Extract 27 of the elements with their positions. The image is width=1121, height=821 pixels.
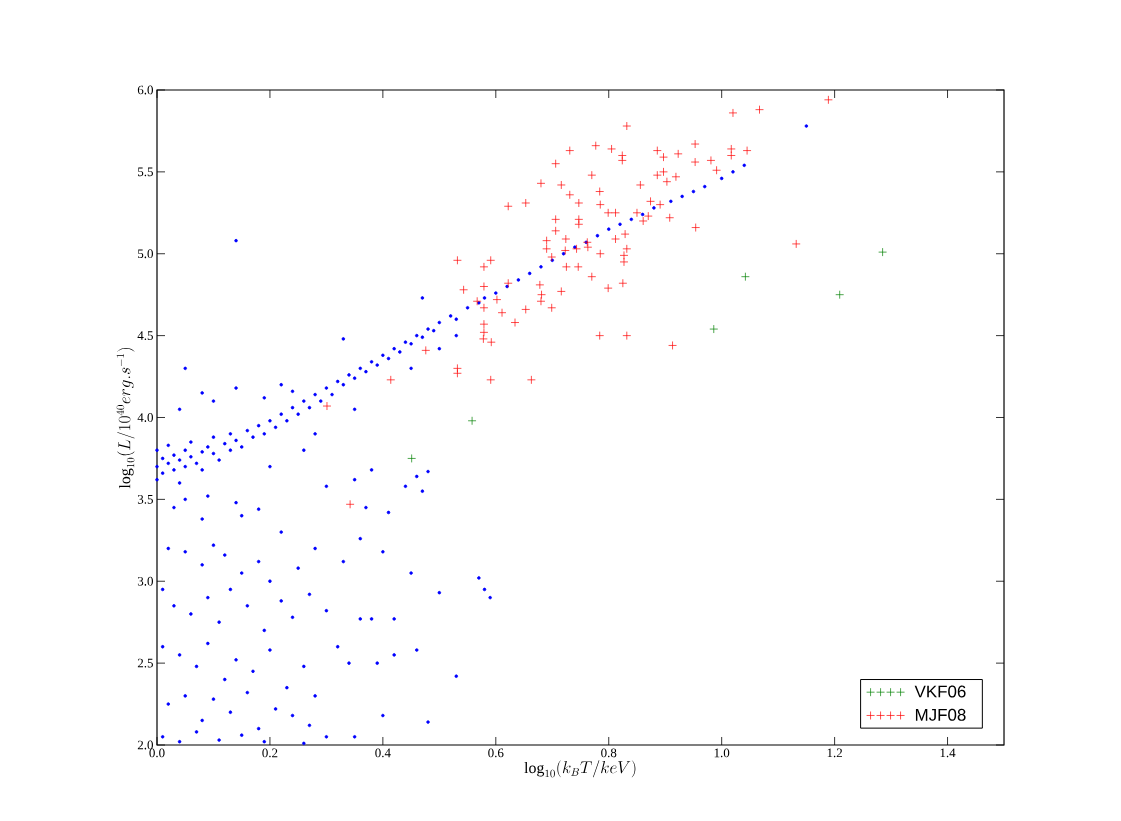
x-tick-label: 0.4 [375, 748, 391, 758]
y-tick-label: 6.0 [137, 85, 153, 95]
x-tick-label: 0.2 [262, 748, 278, 758]
y-tick-label: 4.0 [137, 413, 153, 422]
point [709, 324, 719, 334]
point [467, 416, 477, 426]
point [878, 247, 887, 257]
x-tick-label: 1.4 [940, 748, 956, 758]
y-tick-label: 2.0 [137, 740, 153, 750]
y-tick-label: 5.0 [138, 249, 153, 259]
y-tick-label: 5.5 [138, 167, 153, 177]
x-tick-label: 1.0 [714, 748, 730, 758]
y-tick-label: 2.5 [137, 658, 153, 668]
y-axis-title: $\log_{10}(L/10^{40}erg.s^{-1})$ [116, 347, 135, 489]
x-tick-label: 0.8 [601, 748, 617, 758]
legend-label: VKF06 [914, 685, 966, 698]
x-axis-title: $\log_{10}(k_BT/keV)$ [524, 760, 636, 778]
x-tick-label: 0.0 [149, 748, 165, 758]
y-tick-label: 3.0 [137, 576, 153, 586]
y-tick-label: 3.5 [137, 494, 153, 504]
point [835, 290, 845, 300]
y-tick-label: 4.5 [137, 331, 153, 340]
legend-label: MJF08 [915, 708, 966, 721]
point [741, 272, 750, 282]
point [407, 454, 416, 463]
x-tick-label: 0.6 [488, 748, 504, 758]
x-tick-label: 1.2 [827, 748, 842, 758]
